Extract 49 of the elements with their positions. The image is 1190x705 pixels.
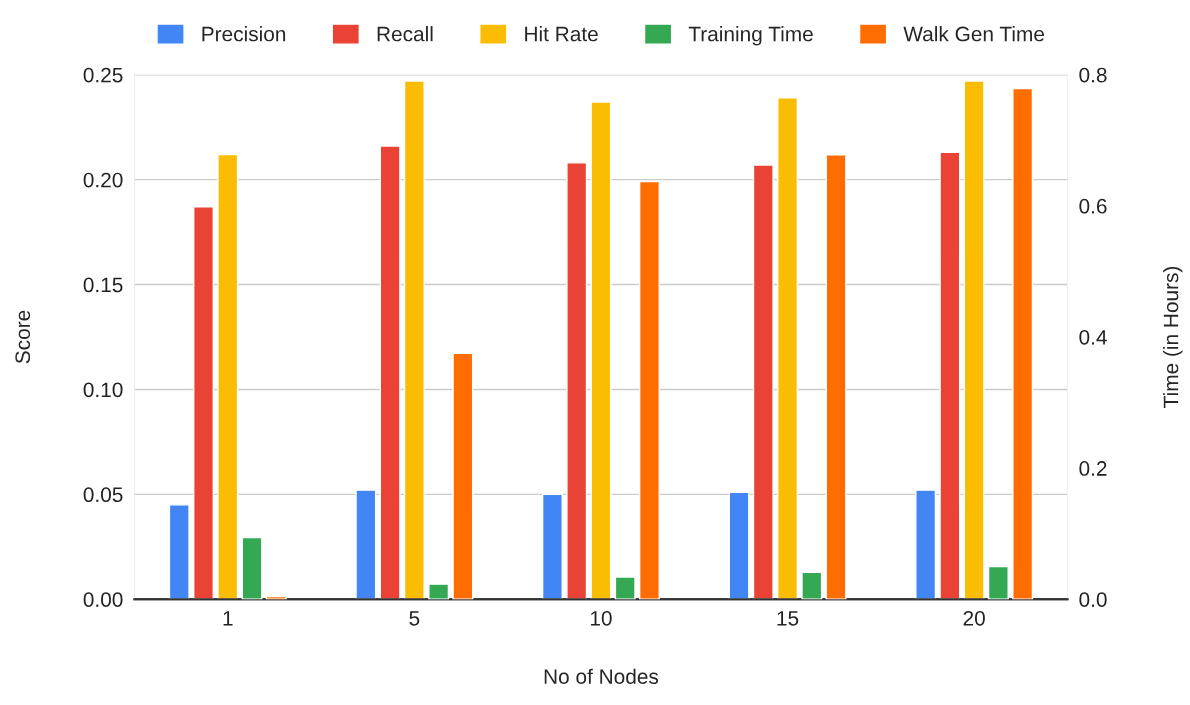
bar [825, 154, 847, 600]
y-tick-label: 0.15 [83, 277, 123, 293]
y2-tick-label: 0.2 [1079, 461, 1107, 476]
legend-label: Hit Rate [525, 26, 598, 42]
bar [638, 180, 660, 600]
y2-tick-label: 0.0 [1079, 592, 1107, 607]
x-tick-label: 5 [409, 611, 420, 626]
bar [963, 80, 985, 600]
y2-axis-title: Time (in Hours) [1163, 266, 1183, 408]
bar [987, 565, 1009, 600]
bar [939, 151, 961, 600]
x-tick-label: 10 [590, 610, 612, 626]
legend-label: Recall [377, 26, 433, 42]
bar [452, 352, 474, 600]
y2-tick-label: 0.8 [1079, 67, 1107, 83]
y-axis-title: Score [15, 310, 31, 364]
bar [590, 101, 612, 600]
legend-label: Precision [202, 26, 286, 42]
bar [728, 491, 750, 600]
bar [379, 145, 401, 600]
y-tick-label: 0.00 [83, 592, 123, 607]
y-tick-label: 0.20 [83, 172, 123, 188]
bar [801, 571, 823, 600]
bar [541, 493, 563, 600]
bar [193, 206, 215, 600]
bar [217, 153, 239, 600]
y-tick-label: 0.25 [83, 67, 123, 83]
x-axis-title: No of Nodes [544, 668, 659, 684]
y-tick-label: 0.05 [83, 487, 123, 503]
x-tick-label: 1 [223, 611, 233, 626]
bar [403, 80, 425, 600]
bar [566, 162, 588, 600]
legend-label: Walk Gen Time [903, 26, 1044, 42]
bar [355, 489, 377, 600]
x-tick-label: 20 [963, 610, 985, 626]
bar [777, 97, 799, 600]
bar [241, 536, 263, 600]
bar [168, 504, 190, 600]
legend-label: Training Time [688, 26, 813, 46]
bar [428, 583, 450, 600]
bar [265, 595, 287, 600]
y2-tick-label: 0.6 [1079, 198, 1107, 214]
bar [1012, 87, 1034, 600]
y2-tick-label: 0.4 [1079, 329, 1107, 345]
x-tick-label: 15 [777, 611, 799, 626]
bar [915, 489, 937, 600]
bar [752, 164, 774, 600]
bar [614, 576, 636, 600]
y-tick-label: 0.10 [83, 382, 123, 398]
